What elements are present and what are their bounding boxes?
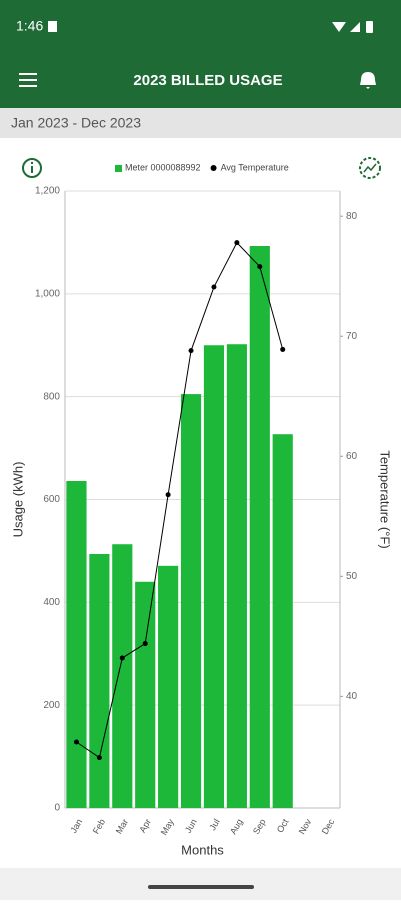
y2-tick-label: 40 bbox=[346, 691, 358, 702]
bar bbox=[89, 554, 110, 808]
point bbox=[234, 240, 240, 246]
x-tick-label: Sep bbox=[251, 817, 268, 836]
menu-button[interactable] bbox=[19, 73, 37, 87]
bar bbox=[158, 565, 179, 808]
bar bbox=[272, 434, 293, 808]
point bbox=[142, 641, 148, 647]
y-tick-label: 1,200 bbox=[35, 186, 60, 197]
x-tick-label: Jan bbox=[68, 817, 84, 835]
info-button[interactable] bbox=[22, 158, 42, 178]
line bbox=[76, 241, 284, 759]
x-tick-label: Jul bbox=[207, 817, 221, 832]
nav-bar bbox=[0, 868, 401, 900]
app-header bbox=[0, 0, 401, 108]
x-tick-label: Oct bbox=[275, 817, 291, 835]
x-tick-label: Mar bbox=[114, 817, 130, 835]
notification-button[interactable] bbox=[360, 72, 376, 89]
bar bbox=[203, 345, 225, 808]
date-bar bbox=[0, 108, 401, 138]
x-tick-label: Aug bbox=[228, 817, 245, 836]
x-tick-label: May bbox=[159, 817, 176, 837]
bar bbox=[112, 544, 133, 808]
point bbox=[257, 264, 263, 270]
legend-label: Avg Temperature bbox=[221, 162, 289, 172]
status-icon bbox=[48, 21, 57, 32]
wifi-icon bbox=[332, 22, 346, 32]
bar bbox=[249, 246, 270, 808]
settings-button[interactable] bbox=[359, 157, 381, 179]
bar bbox=[66, 480, 87, 808]
date-range[interactable]: Jan 2023 - Dec 2023 bbox=[11, 115, 141, 131]
x-axis-title: Months bbox=[181, 842, 224, 857]
home-indicator[interactable] bbox=[148, 885, 254, 889]
y-tick-label: 0 bbox=[54, 803, 60, 814]
point bbox=[280, 346, 286, 352]
bar bbox=[226, 344, 247, 808]
y-axis-title: Usage (kWh) bbox=[10, 462, 25, 538]
chart: 0 200 400 600 800 1,000 1,200 40 50 60 70 80 Usage (… bbox=[10, 162, 392, 857]
point bbox=[119, 655, 125, 661]
y-tick-label: 400 bbox=[43, 597, 60, 608]
x-tick-label: Nov bbox=[297, 817, 314, 836]
y-tick-label: 600 bbox=[43, 494, 60, 505]
battery-icon bbox=[366, 21, 373, 33]
app-title: 2023 BILLED USAGE bbox=[133, 72, 282, 89]
y-tick-label: 800 bbox=[43, 391, 60, 402]
bar bbox=[180, 394, 202, 808]
x-tick-label: Dec bbox=[320, 817, 337, 836]
point bbox=[73, 739, 79, 745]
legend-swatch bbox=[210, 165, 217, 171]
legend-swatch bbox=[115, 165, 122, 172]
signal-icon bbox=[350, 22, 360, 32]
point bbox=[211, 284, 217, 290]
point bbox=[188, 348, 194, 354]
y2-tick-label: 50 bbox=[346, 571, 358, 582]
x-tick-label: Feb bbox=[91, 817, 107, 835]
y2-tick-label: 60 bbox=[346, 451, 358, 462]
y2-tick-label: 80 bbox=[346, 211, 358, 222]
y-tick-label: 1,000 bbox=[35, 288, 60, 299]
y-tick-label: 200 bbox=[43, 700, 60, 711]
y2-axis-title: Temperature (°F) bbox=[378, 450, 393, 548]
x-tick-label: Apr bbox=[137, 817, 153, 834]
legend-label: Meter 0000088992 bbox=[125, 162, 201, 172]
point bbox=[96, 755, 102, 761]
point bbox=[165, 492, 171, 498]
x-tick-label: Jun bbox=[183, 817, 199, 835]
y2-tick-label: 70 bbox=[346, 331, 358, 342]
status-time: 1:46 bbox=[16, 18, 43, 34]
bar bbox=[135, 581, 156, 808]
